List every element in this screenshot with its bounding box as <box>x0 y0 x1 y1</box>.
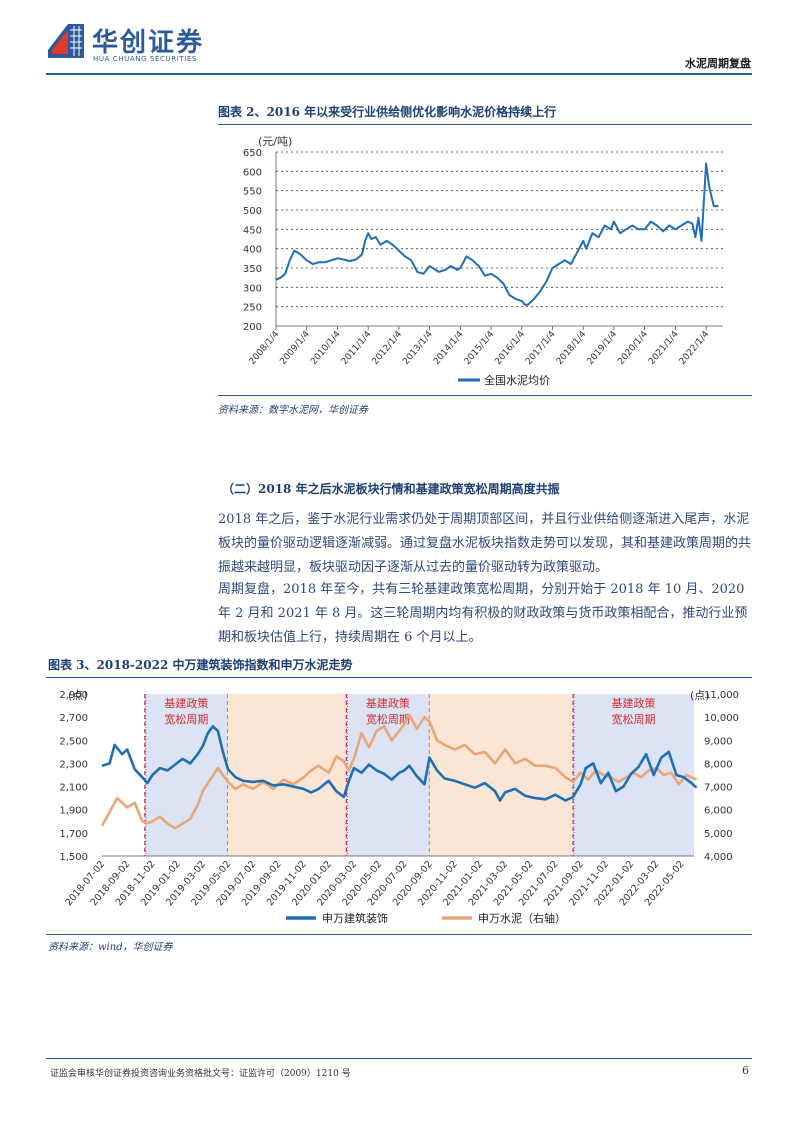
period-label-line2: 宽松周期 <box>366 712 410 726</box>
period-label-line1: 基建政策 <box>164 696 208 710</box>
x-tick-label: 2022/1/4 <box>678 329 712 367</box>
y-tick-label: 400 <box>243 245 262 256</box>
y-tick-label: 650 <box>243 148 262 159</box>
y-tick-label: 600 <box>243 167 262 178</box>
left-tick-label: 2,100 <box>59 783 88 794</box>
y-tick-label: 200 <box>243 322 262 333</box>
period-label-line2: 宽松周期 <box>612 712 656 726</box>
y-axis-unit: (元/吨) <box>258 135 292 148</box>
page-number: 6 <box>742 1064 749 1077</box>
left-tick-label: 2,900 <box>59 690 88 701</box>
figure-2-bottom-rule <box>218 395 752 396</box>
paragraph-1: 2018 年之后，鉴于水泥行业需求仍处于周期顶部区间，并且行业供给侧逐渐进入尾声… <box>218 512 752 575</box>
right-tick-label: 11,000 <box>704 690 739 701</box>
series-line-national-cement-price <box>275 162 719 306</box>
figure-2-source: 资料来源：数字水泥网，华创证券 <box>218 405 368 416</box>
x-tick-label: 2014/1/4 <box>432 329 466 367</box>
shaded-period <box>227 694 347 856</box>
left-tick-label: 2,300 <box>59 759 88 770</box>
x-tick-label: 2017/1/4 <box>524 329 558 367</box>
right-tick-label: 10,000 <box>704 713 739 724</box>
legend-label: 申万水泥（右轴） <box>478 911 566 925</box>
x-tick-label: 2019/1/4 <box>586 329 620 367</box>
left-tick-label: 2,700 <box>59 713 88 724</box>
legend-label: 申万建筑装饰 <box>322 911 388 925</box>
series-line-sw-cement <box>100 713 698 830</box>
y-tick-label: 500 <box>243 206 262 217</box>
x-tick-label: 2013/1/4 <box>401 329 435 367</box>
y-tick-label: 350 <box>243 264 262 275</box>
logo-mark <box>48 20 84 58</box>
x-tick-label: 2020/1/4 <box>616 329 650 367</box>
left-axis-unit: (点) <box>68 689 88 702</box>
y-tick-label: 450 <box>243 225 262 236</box>
left-tick-label: 1,900 <box>59 806 88 817</box>
paragraph-2: 周期复盘，2018 年至今，共有三轮基建政策宽松周期，分别开始于 2018 年 … <box>218 582 748 645</box>
x-tick-label: 2012/1/4 <box>371 329 405 367</box>
footer-license: 证监会审核华创证券投资咨询业务资格批文号：证监许可（2009）1210 号 <box>50 1069 351 1079</box>
figure-3-source: 资料来源：wind，华创证券 <box>48 942 173 953</box>
left-tick-label: 1,700 <box>59 829 88 840</box>
left-tick-label: 2,500 <box>59 736 88 747</box>
y-tick-label: 250 <box>243 303 262 314</box>
x-tick-label: 2011/1/4 <box>340 329 374 367</box>
right-tick-label: 8,000 <box>704 759 733 770</box>
period-label-line2: 宽松周期 <box>164 712 208 726</box>
logo-chinese: 华创证券 <box>92 28 205 58</box>
right-tick-label: 9,000 <box>704 736 733 747</box>
period-label-line1: 基建政策 <box>366 696 410 710</box>
right-tick-label: 7,000 <box>704 783 733 794</box>
right-tick-label: 6,000 <box>704 806 733 817</box>
right-tick-label: 5,000 <box>704 829 733 840</box>
y-tick-label: 550 <box>243 187 262 198</box>
shaded-period <box>429 694 574 856</box>
x-tick-label: 2021/1/4 <box>647 329 681 367</box>
figure-2-chart: (元/吨) 200 250 300 350 400 450 500 550 600 650 2008/… <box>243 135 723 387</box>
logo-english: HUA CHUANG SECURITIES <box>93 55 197 63</box>
figure-3-top-rule <box>46 677 752 678</box>
section-title: （二）2018 年之后水泥板块行情和基建政策宽松周期高度共振 <box>222 482 560 496</box>
right-axis-unit: (点) <box>690 689 710 702</box>
x-tick-label: 2016/1/4 <box>493 329 527 367</box>
series-line-sw-construction <box>101 725 698 802</box>
period-label-line1: 基建政策 <box>612 696 656 710</box>
x-tick-label: 2009/1/4 <box>278 329 312 367</box>
figure-2-top-rule <box>218 124 752 125</box>
header-divider <box>46 73 752 75</box>
figure-3-bottom-rule <box>46 934 752 935</box>
left-tick-label: 1,500 <box>59 852 88 863</box>
x-tick-label: 2015/1/4 <box>463 329 497 367</box>
y-tick-label: 300 <box>243 283 262 294</box>
legend-label: 全国水泥均价 <box>484 373 550 387</box>
figure-3-title: 图表 3、2018-2022 中万建筑装饰指数和申万水泥走势 <box>48 658 353 672</box>
figure-2-title: 图表 2、2016 年以来受行业供给侧优化影响水泥价格持续上行 <box>218 105 557 119</box>
right-tick-label: 4,000 <box>704 852 733 863</box>
x-tick-label: 2018/1/4 <box>555 329 589 367</box>
logo-icon <box>48 24 84 58</box>
footer-divider <box>46 1058 752 1059</box>
figure-3-chart: 基建政策宽松周期 基建政策宽松周期 基建政策宽松周期 (点) (点) 1,500 1,700… <box>59 689 739 925</box>
document-tag: 水泥周期复盘 <box>685 57 751 70</box>
x-tick-label: 2008/1/4 <box>248 329 282 367</box>
x-tick-label: 2010/1/4 <box>309 329 343 367</box>
